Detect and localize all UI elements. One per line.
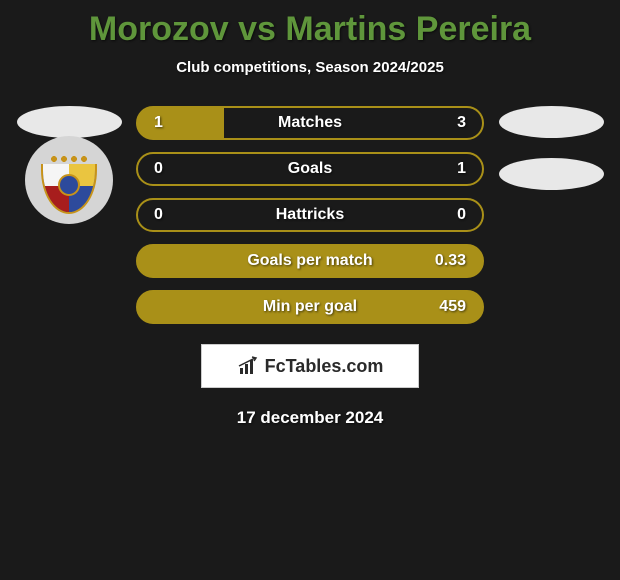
brand-logo-box: FcTables.com <box>201 344 419 388</box>
stat-left-value: 0 <box>154 206 214 224</box>
player2-logo-top <box>499 106 604 138</box>
stat-right-value: 0 <box>406 206 466 224</box>
player1-logo-placeholder <box>17 106 122 138</box>
stat-right-value: 3 <box>406 114 466 132</box>
left-column <box>14 106 124 324</box>
stat-right-value: 0.33 <box>406 252 466 270</box>
stat-row: 1Matches3 <box>136 106 484 140</box>
brand-name: FcTables.com <box>265 356 384 377</box>
stat-right-value: 1 <box>406 160 466 178</box>
stat-row: Goals per match0.33 <box>136 244 484 278</box>
player1-name: Morozov <box>89 10 229 48</box>
player2-logo-bottom <box>499 158 604 190</box>
stats-rows: 1Matches30Goals10Hattricks0Goals per mat… <box>136 106 484 324</box>
stat-row: Min per goal459 <box>136 290 484 324</box>
stat-label: Min per goal <box>214 298 406 316</box>
stat-label: Matches <box>214 114 406 132</box>
player2-name: Martins Pereira <box>285 10 531 48</box>
stat-left-value: 0 <box>154 160 214 178</box>
stat-row: 0Hattricks0 <box>136 198 484 232</box>
comparison-title: Morozov vs Martins Pereira <box>0 0 620 49</box>
subtitle: Club competitions, Season 2024/2025 <box>0 59 620 76</box>
chart-icon <box>237 356 259 376</box>
right-column <box>496 106 606 324</box>
stat-left-value: 1 <box>154 114 214 132</box>
player1-club-badge <box>25 136 113 224</box>
stat-label: Goals <box>214 160 406 178</box>
date: 17 december 2024 <box>0 408 620 428</box>
stat-right-value: 459 <box>406 298 466 316</box>
stats-area: 1Matches30Goals10Hattricks0Goals per mat… <box>0 106 620 324</box>
stat-label: Hattricks <box>214 206 406 224</box>
stat-label: Goals per match <box>214 252 406 270</box>
vs-text: vs <box>238 10 276 48</box>
stat-row: 0Goals1 <box>136 152 484 186</box>
